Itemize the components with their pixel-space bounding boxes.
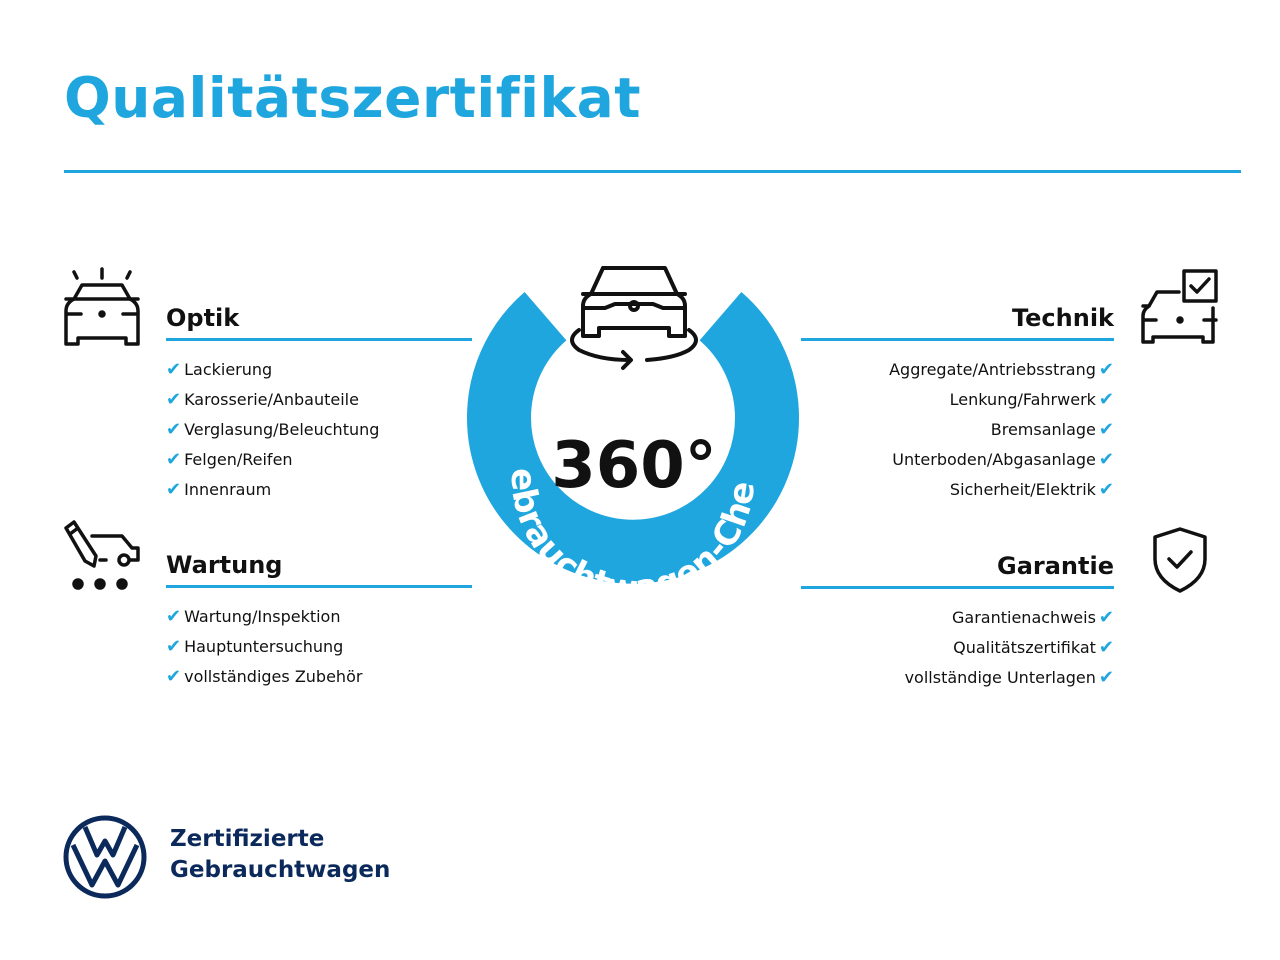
- check-icon: ✔: [166, 606, 182, 627]
- check-icon: ✔: [1098, 389, 1114, 410]
- list-item: ✔ Hauptuntersuchung: [166, 636, 344, 657]
- section-title: Technik: [1011, 304, 1114, 332]
- center-badge: Gebrauchtwagen-Check 360°: [453, 250, 799, 609]
- check-icon: ✔: [1098, 637, 1114, 658]
- list-item: ✔ Wartung/Inspektion: [166, 606, 341, 627]
- section-divider: [166, 585, 472, 588]
- list-item: ✔ Lackierung: [166, 359, 273, 380]
- list-item: ✔ Verglasung/Beleuchtung: [166, 419, 380, 440]
- check-icon: ✔: [1098, 479, 1114, 500]
- list-item: Garantienachweis ✔: [952, 607, 1114, 628]
- vw-logo: [63, 815, 147, 899]
- section-technik: Technik Aggregate/Antriebsstrang ✔ Lenkun…: [801, 300, 1114, 505]
- list-item: ✔ Innenraum: [166, 479, 272, 500]
- section-optik: Optik ✔ Lackierung ✔ Karosserie/Anbauteile…: [166, 300, 472, 505]
- service-car-icon: [64, 520, 140, 590]
- check-icon: ✔: [1098, 449, 1114, 470]
- section-title: Garantie: [997, 552, 1114, 580]
- list-item: Sicherheit/Elektrik ✔: [949, 479, 1114, 500]
- list-item: Unterboden/Abgasanlage ✔: [892, 449, 1114, 470]
- check-icon: ✔: [166, 666, 182, 687]
- section-garantie: Garantie Garantienachweis ✔ Qualitätszert…: [801, 548, 1114, 693]
- check-icon: ✔: [166, 636, 182, 657]
- degrees-label: 360°: [551, 429, 717, 503]
- brand-text: Zertifizierte Gebrauchtwagen: [170, 826, 391, 883]
- ring-arc: [467, 292, 799, 584]
- section-divider: [801, 586, 1114, 589]
- car-rotate-icon: [570, 266, 698, 370]
- section-wartung: Wartung ✔ Wartung/Inspektion ✔ Hauptunters…: [166, 547, 472, 692]
- list-item: Aggregate/Antriebsstrang ✔: [889, 359, 1114, 380]
- shield-check-icon: [1153, 527, 1207, 593]
- car-lights-icon: [64, 267, 140, 346]
- check-icon: ✔: [166, 389, 182, 410]
- list-item: Qualitätszertifikat ✔: [953, 637, 1114, 658]
- list-item: ✔ vollständiges Zubehör: [166, 666, 363, 687]
- check-icon: ✔: [166, 359, 182, 380]
- section-title: Wartung: [166, 551, 283, 579]
- check-icon: ✔: [1098, 607, 1114, 628]
- list-item: ✔ Felgen/Reifen: [166, 449, 293, 470]
- car-checkbox-icon: [1141, 269, 1218, 344]
- list-item: ✔ Karosserie/Anbauteile: [166, 389, 359, 410]
- section-divider: [166, 338, 472, 341]
- check-icon: ✔: [1098, 667, 1114, 688]
- check-icon: ✔: [166, 479, 182, 500]
- list-item: vollständige Unterlagen ✔: [904, 667, 1114, 688]
- check-icon: ✔: [166, 419, 182, 440]
- check-icon: ✔: [1098, 419, 1114, 440]
- section-divider: [801, 338, 1114, 341]
- section-title: Optik: [166, 304, 240, 332]
- page-title: Qualitätszertifikat: [64, 66, 642, 130]
- title-divider: [64, 170, 1241, 173]
- list-item: Lenkung/Fahrwerk ✔: [949, 389, 1114, 410]
- check-icon: ✔: [166, 449, 182, 470]
- check-icon: ✔: [1098, 359, 1114, 380]
- list-item: Bremsanlage ✔: [990, 419, 1114, 440]
